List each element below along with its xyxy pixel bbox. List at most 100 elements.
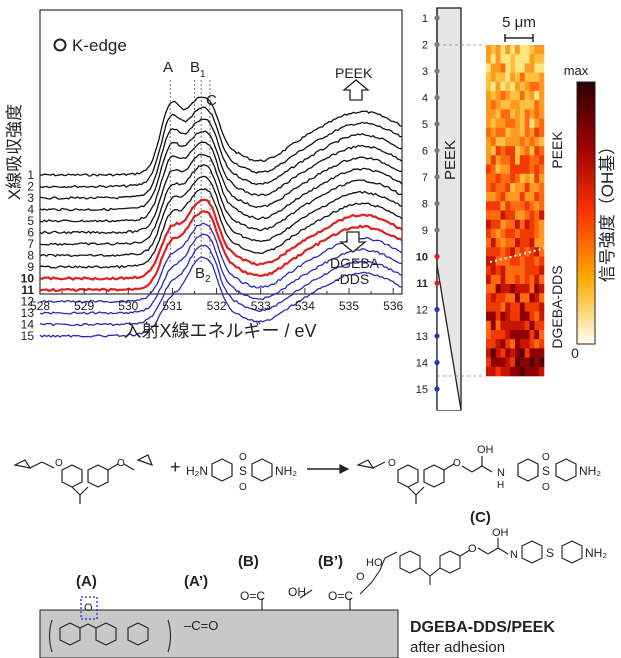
surface-ho: HO	[366, 557, 383, 569]
line-panel-label: PEEK	[442, 140, 459, 180]
heatmap-cell	[486, 265, 492, 276]
heatmap-cell	[524, 127, 530, 138]
heatmap-cell	[515, 173, 521, 184]
heatmap-cell	[505, 366, 511, 377]
heatmap-cell	[539, 284, 545, 294]
heatmap-cell	[519, 357, 525, 368]
reaction-scheme: O O + H₂N S O O NH₂ O O OH N	[13, 444, 601, 504]
heatmap-cell	[539, 182, 545, 193]
down-arrow-icon	[339, 231, 367, 253]
heatmap-cell	[529, 357, 535, 368]
heatmap-cell	[524, 265, 530, 276]
spectrum-label-15: 15	[21, 329, 35, 343]
arrow-bottom-label-2: -DDS	[335, 271, 369, 287]
heatmap-cell	[519, 265, 525, 276]
heatmap-cell	[486, 182, 492, 193]
oh-intensity-heatmap	[486, 45, 545, 377]
heatmap-cell	[505, 100, 511, 110]
heatmap-cell	[519, 146, 525, 156]
heatmap-cell	[515, 302, 521, 312]
heatmap-cell	[539, 228, 545, 239]
heatmap-cell	[529, 109, 535, 119]
heatmap-cell	[495, 274, 501, 285]
heatmap-cell	[534, 201, 540, 211]
spectrum-label-5: 5	[27, 214, 34, 228]
heatmap-cell	[539, 265, 545, 276]
heatmap-cell	[519, 311, 525, 322]
heatmap-cell	[486, 45, 492, 55]
heatmap-cell	[534, 265, 540, 276]
heatmap-cell	[515, 164, 521, 175]
heatmap-cell	[490, 118, 496, 129]
heatmap-cell	[490, 219, 496, 230]
heatmap-cell	[490, 72, 496, 83]
line-point-8	[434, 200, 440, 207]
heatmap-cell	[534, 100, 540, 110]
heatmap-cell	[486, 284, 492, 294]
svg-text:O: O	[542, 482, 550, 493]
heatmap-cell	[515, 72, 521, 83]
line-point-label-7: 7	[422, 172, 428, 184]
heatmap-cell	[534, 210, 540, 220]
heatmap-cell	[524, 136, 530, 147]
heatmap-cell	[490, 54, 496, 64]
heatmap-cell	[500, 256, 506, 266]
heatmap-cell	[534, 348, 540, 358]
heatmap-cell	[495, 238, 501, 248]
heatmap-cell	[510, 54, 516, 64]
heatmap-cell	[505, 173, 511, 184]
heatmap-cell	[515, 54, 521, 64]
heatmap-cell	[524, 293, 530, 303]
heatmap-cell	[524, 81, 530, 92]
heatmap-cell	[519, 293, 525, 303]
heatmap-cell	[539, 238, 545, 248]
heatmap-cell	[539, 302, 545, 312]
heatmap-cell	[490, 182, 496, 193]
heatmap-cell	[519, 118, 525, 129]
svg-text:O: O	[542, 452, 550, 463]
heatmap-cell	[534, 164, 540, 175]
heatmap-cell	[495, 320, 501, 331]
heatmap-cell	[539, 192, 545, 202]
heatmap-cell	[534, 109, 540, 119]
heatmap-cell	[490, 228, 496, 239]
heatmap-cell	[519, 320, 525, 331]
heatmap-cell	[500, 118, 506, 129]
heatmap-cell	[529, 118, 535, 129]
heatmap-cell	[529, 127, 535, 138]
svg-text:O: O	[239, 482, 247, 493]
heatmap-cell	[534, 173, 540, 184]
heatmap-cell	[529, 348, 535, 358]
heatmap-cell	[529, 320, 535, 331]
dgeba-molecule	[13, 454, 154, 504]
heatmap-cell	[539, 63, 545, 73]
heatmap-cell	[524, 247, 530, 257]
heatmap-cell	[490, 164, 496, 175]
heatmap-cell	[490, 192, 496, 202]
heatmap-cell	[505, 164, 511, 175]
spectrum-line-6	[39, 153, 403, 235]
heatmap-cell	[490, 100, 496, 110]
heatmap-cell	[490, 136, 496, 147]
line-point-10	[434, 253, 440, 260]
spectrum-label-10: 10	[21, 272, 35, 286]
heatmap-cell	[495, 164, 501, 175]
heatmap-cell	[486, 210, 492, 220]
co-fragment-label: –C=O	[184, 618, 218, 633]
heatmap-cell	[486, 118, 492, 129]
heatmap-cell	[534, 155, 540, 165]
surface-subtitle: after adhesion	[410, 639, 505, 656]
map-label-bottom: DGEBA-DDS	[549, 265, 565, 348]
heatmap-cell	[524, 348, 530, 358]
heatmap-cell	[505, 228, 511, 239]
line-point-3	[434, 68, 440, 74]
heatmap-cell	[495, 339, 501, 349]
heatmap-cell	[539, 90, 545, 101]
heatmap-cell	[500, 72, 506, 83]
heatmap-cell	[534, 366, 540, 377]
heatmap-cell	[519, 247, 525, 257]
heatmap-cell	[486, 311, 492, 322]
spectrum-line-2	[39, 106, 402, 189]
heatmap-cell	[486, 155, 492, 165]
label-b: (B)	[238, 553, 259, 570]
